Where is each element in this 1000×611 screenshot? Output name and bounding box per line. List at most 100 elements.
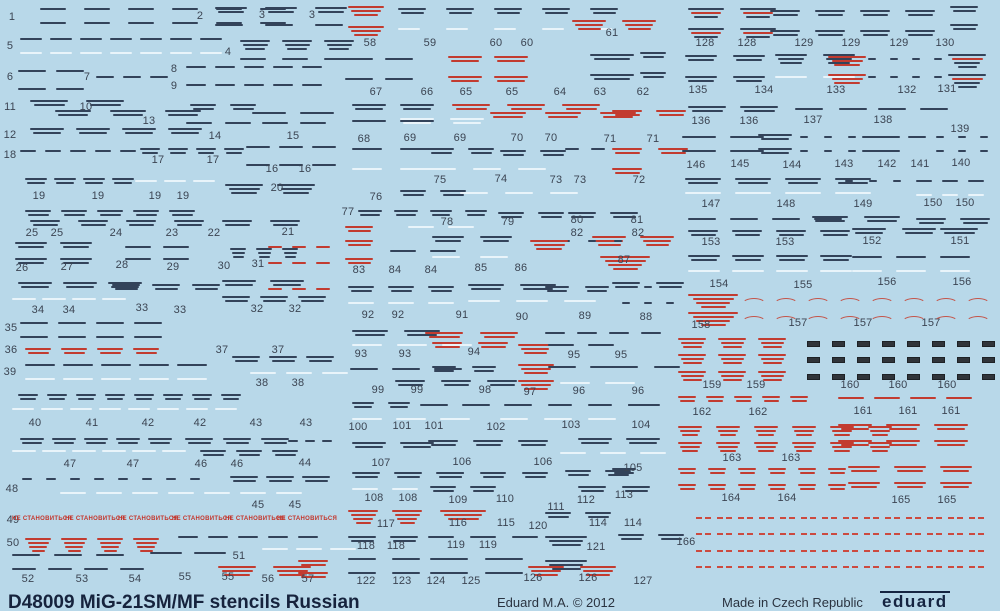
part-number: 129 <box>889 37 909 49</box>
red-dash-stencil <box>717 566 732 568</box>
stencil-mark <box>186 66 206 70</box>
no-step-warning-stencil: НЕ СТАНОВИТЬСЯ <box>224 516 286 522</box>
stencil-mark <box>839 108 867 112</box>
stencil-mark <box>385 78 413 82</box>
stencil-mark <box>708 484 726 492</box>
stencil-mark <box>400 104 434 112</box>
stencil-mark <box>798 484 816 492</box>
stencil-mark <box>868 442 892 454</box>
part-number: 34 <box>31 304 45 316</box>
red-dash-stencil <box>906 517 921 519</box>
red-dash-stencil <box>864 517 879 519</box>
stencil-mark <box>934 58 942 62</box>
stencil-mark <box>316 288 330 292</box>
stencil-mark <box>545 536 587 548</box>
stencil-mark <box>12 554 40 558</box>
part-number: 118 <box>386 540 406 552</box>
stencil-mark <box>824 150 832 154</box>
stencil-mark <box>912 76 920 80</box>
stencil-mark <box>446 8 474 16</box>
part-number: 140 <box>951 157 971 169</box>
part-number: 164 <box>777 492 797 504</box>
stencil-mark <box>472 366 496 374</box>
stencil-mark <box>20 438 44 446</box>
part-number: 165 <box>937 494 957 506</box>
stencil-mark <box>538 212 564 220</box>
part-number: 108 <box>398 492 418 504</box>
stencil-mark <box>730 136 764 140</box>
stencil-mark <box>716 442 740 454</box>
part-number: 118 <box>356 540 376 552</box>
stencil-mark <box>72 298 96 302</box>
stencil-mark <box>60 242 92 250</box>
part-number: 63 <box>593 86 607 98</box>
stencil-mark <box>468 148 494 156</box>
stencil-mark <box>58 336 86 340</box>
stencil-mark <box>800 136 808 140</box>
part-number: 159 <box>702 379 722 391</box>
stencil-mark <box>94 478 104 482</box>
black-rectangle-stencil <box>932 374 945 380</box>
stencil-mark <box>428 148 454 156</box>
stencil-mark <box>404 330 440 338</box>
stencil-mark <box>658 534 684 542</box>
stencil-mark <box>678 426 702 438</box>
stencil-mark <box>658 148 688 156</box>
stencil-mark <box>609 332 629 336</box>
part-number: 55 <box>221 571 235 583</box>
stencil-mark <box>128 22 154 26</box>
stencil-mark <box>265 24 293 28</box>
stencil-mark <box>498 212 524 220</box>
stencil-mark <box>15 258 47 266</box>
red-arc-stencil <box>966 298 990 310</box>
stencil-mark <box>148 438 172 446</box>
part-number: 26 <box>15 262 29 274</box>
stencil-mark <box>430 558 468 562</box>
stencil-mark <box>61 538 87 554</box>
stencil-mark <box>504 404 532 408</box>
stencil-mark <box>15 242 47 250</box>
stencil-mark <box>169 210 195 218</box>
stencil-mark <box>936 136 944 140</box>
stencil-mark <box>894 482 926 490</box>
stencil-mark <box>800 150 808 154</box>
red-dash-stencil <box>843 566 858 568</box>
part-number: 146 <box>686 159 706 171</box>
stencil-mark <box>273 84 293 88</box>
part-number: 68 <box>357 133 371 145</box>
stencil-mark <box>348 510 378 526</box>
part-number: 156 <box>952 276 972 288</box>
part-number: 106 <box>533 456 553 468</box>
stencil-mark <box>678 484 696 492</box>
stencil-mark <box>548 404 572 408</box>
stencil-mark <box>605 470 631 478</box>
stencil-mark <box>20 52 42 56</box>
black-rectangle-stencil <box>807 341 820 347</box>
stencil-mark <box>473 168 501 172</box>
stencil-mark <box>518 344 552 356</box>
part-number: 119 <box>478 539 498 551</box>
part-number: 43 <box>249 417 263 429</box>
stencil-mark <box>348 286 374 294</box>
stencil-mark <box>868 58 876 62</box>
part-number: 131 <box>937 83 957 95</box>
stencil-mark <box>934 424 968 432</box>
part-number: 125 <box>461 575 481 587</box>
stencil-mark <box>958 136 966 140</box>
red-dash-stencil <box>927 550 942 552</box>
stencil-mark <box>588 418 616 422</box>
stencil-mark <box>256 248 272 260</box>
part-number: 116 <box>448 517 468 529</box>
stencil-mark <box>110 52 132 56</box>
part-number: 153 <box>701 236 721 248</box>
stencil-mark <box>758 148 792 156</box>
part-number: 12 <box>3 129 17 141</box>
part-number: 110 <box>495 493 515 505</box>
stencil-mark <box>518 364 554 376</box>
part-number: 124 <box>426 575 446 587</box>
stencil-mark <box>950 6 978 14</box>
stencil-mark <box>286 372 312 376</box>
stencil-mark <box>78 220 108 228</box>
part-number: 35 <box>4 322 18 334</box>
red-dash-stencil <box>801 517 816 519</box>
